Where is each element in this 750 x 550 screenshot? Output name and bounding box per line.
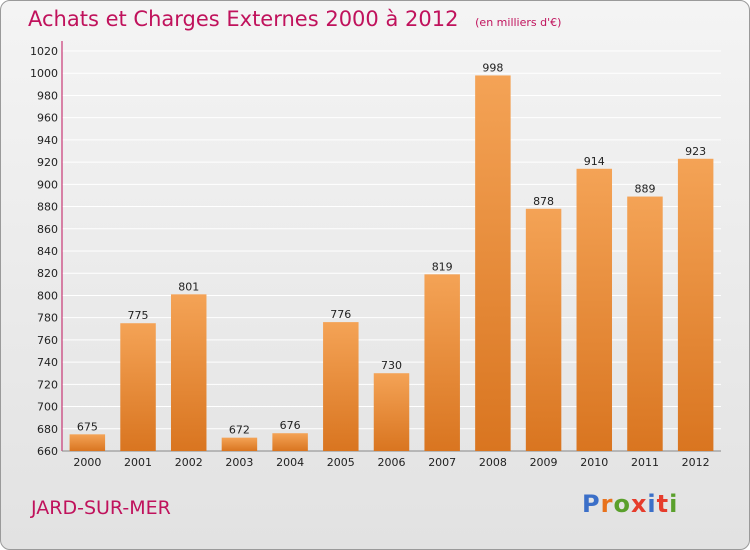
logo-letter: i xyxy=(669,490,679,518)
commune-name: JARD-SUR-MER xyxy=(31,497,171,519)
data-label: 878 xyxy=(533,195,554,208)
data-label: 889 xyxy=(634,183,655,196)
chart-title-text: Achats et Charges Externes 2000 à 2012 xyxy=(28,7,459,31)
y-tick-labels: 660 680 700 720 740 760 780 800 820 840 860 880 900 9… xyxy=(30,45,58,458)
bar-2001 xyxy=(120,323,156,451)
y-tick-label: 960 xyxy=(37,112,58,125)
bar-2000 xyxy=(69,434,106,451)
x-tick-label: 2009 xyxy=(530,456,558,469)
x-tick-label: 2000 xyxy=(73,456,101,469)
y-tick-label: 800 xyxy=(37,289,58,302)
logo-letter: t xyxy=(656,490,670,518)
data-label: 675 xyxy=(77,420,98,433)
x-tick-label: 2008 xyxy=(479,456,507,469)
data-label: 672 xyxy=(229,424,250,437)
bars xyxy=(69,75,714,451)
y-tick-label: 900 xyxy=(37,178,58,191)
y-tick-label: 920 xyxy=(37,156,58,169)
bar-2006 xyxy=(373,373,410,451)
chart-subtitle: (en milliers d'€) xyxy=(475,16,562,29)
y-tick-label: 820 xyxy=(37,267,58,280)
proxiti-logo: Proxiti xyxy=(582,490,678,518)
data-label: 998 xyxy=(482,61,503,74)
bar-2003 xyxy=(221,437,258,451)
x-tick-label: 2012 xyxy=(682,456,710,469)
x-tick-label: 2007 xyxy=(428,456,456,469)
y-tick-label: 680 xyxy=(37,423,58,436)
y-tick-label: 780 xyxy=(37,312,58,325)
data-label: 819 xyxy=(432,260,453,273)
logo-letter: x xyxy=(630,490,648,518)
y-tick-label: 980 xyxy=(37,89,58,102)
x-tick-label: 2002 xyxy=(175,456,203,469)
data-label: 775 xyxy=(128,309,149,322)
data-label: 730 xyxy=(381,359,402,372)
x-tick-label: 2010 xyxy=(580,456,608,469)
data-label: 914 xyxy=(584,155,605,168)
bar-2012 xyxy=(677,158,714,451)
y-tick-label: 880 xyxy=(37,201,58,214)
logo-letter: i xyxy=(647,490,657,518)
data-label: 923 xyxy=(685,145,706,158)
y-tick-label: 720 xyxy=(37,378,58,391)
y-tick-label: 740 xyxy=(37,356,58,369)
x-tick-label: 2003 xyxy=(225,456,253,469)
bar-2010 xyxy=(576,168,613,451)
bar-2007 xyxy=(424,274,460,451)
data-labels: 675 775 801 672 676 776 730 819 998 878 914 889 923 xyxy=(77,61,706,436)
x-tick-labels: 2000 2001 2002 2003 2004 2005 2006 2007 2008 2009… xyxy=(73,456,709,469)
y-tick-label: 840 xyxy=(37,245,58,258)
bar-2004 xyxy=(272,433,308,451)
y-tick-label: 940 xyxy=(37,134,58,147)
data-label: 776 xyxy=(330,308,351,321)
y-tick-label: 1000 xyxy=(30,67,58,80)
y-tick-label: 760 xyxy=(37,334,58,347)
bar-2005 xyxy=(323,322,359,451)
y-tick-label: 860 xyxy=(37,223,58,236)
bar-2009 xyxy=(525,208,562,451)
logo-letter: P xyxy=(582,490,601,518)
y-tick-label: 700 xyxy=(37,401,58,414)
x-tick-label: 2004 xyxy=(276,456,304,469)
chart-title: Achats et Charges Externes 2000 à 2012 (… xyxy=(28,7,561,31)
bar-2002 xyxy=(170,294,207,451)
bar-2011 xyxy=(627,196,663,451)
data-label: 676 xyxy=(280,419,301,432)
data-label: 801 xyxy=(178,280,199,293)
y-tick-label: 1020 xyxy=(30,45,58,58)
x-tick-label: 2006 xyxy=(378,456,406,469)
logo-letter: o xyxy=(613,490,631,518)
x-tick-label: 2001 xyxy=(124,456,152,469)
bar-2008 xyxy=(475,75,511,451)
x-tick-label: 2011 xyxy=(631,456,659,469)
logo-letter: r xyxy=(600,490,614,518)
y-tick-label: 660 xyxy=(37,445,58,458)
x-tick-label: 2005 xyxy=(327,456,355,469)
